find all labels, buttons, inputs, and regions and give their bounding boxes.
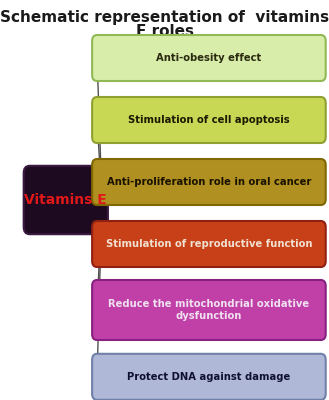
FancyBboxPatch shape <box>92 354 326 400</box>
FancyBboxPatch shape <box>92 221 326 267</box>
FancyBboxPatch shape <box>92 159 326 205</box>
Text: Vitamins E: Vitamins E <box>24 193 107 207</box>
FancyBboxPatch shape <box>92 35 326 81</box>
Text: Reduce the mitochondrial oxidative
dysfunction: Reduce the mitochondrial oxidative dysfu… <box>108 299 310 321</box>
FancyBboxPatch shape <box>24 166 108 234</box>
Text: Anti-proliferation role in oral cancer: Anti-proliferation role in oral cancer <box>107 177 311 187</box>
Text: Schematic representation of  vitamins: Schematic representation of vitamins <box>0 10 329 25</box>
Text: Stimulation of cell apoptosis: Stimulation of cell apoptosis <box>128 115 290 125</box>
FancyBboxPatch shape <box>92 97 326 143</box>
FancyBboxPatch shape <box>92 280 326 340</box>
Text: Anti-obesity effect: Anti-obesity effect <box>156 53 262 63</box>
Text: E roles: E roles <box>136 24 193 39</box>
Text: Stimulation of reproductive function: Stimulation of reproductive function <box>106 239 312 249</box>
Text: Protect DNA against damage: Protect DNA against damage <box>127 372 291 382</box>
